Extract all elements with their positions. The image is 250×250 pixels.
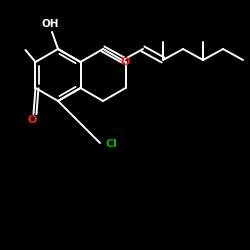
Text: O: O [121,57,130,67]
Text: O: O [28,115,37,125]
Text: Cl: Cl [106,139,118,149]
Text: OH: OH [41,19,59,29]
